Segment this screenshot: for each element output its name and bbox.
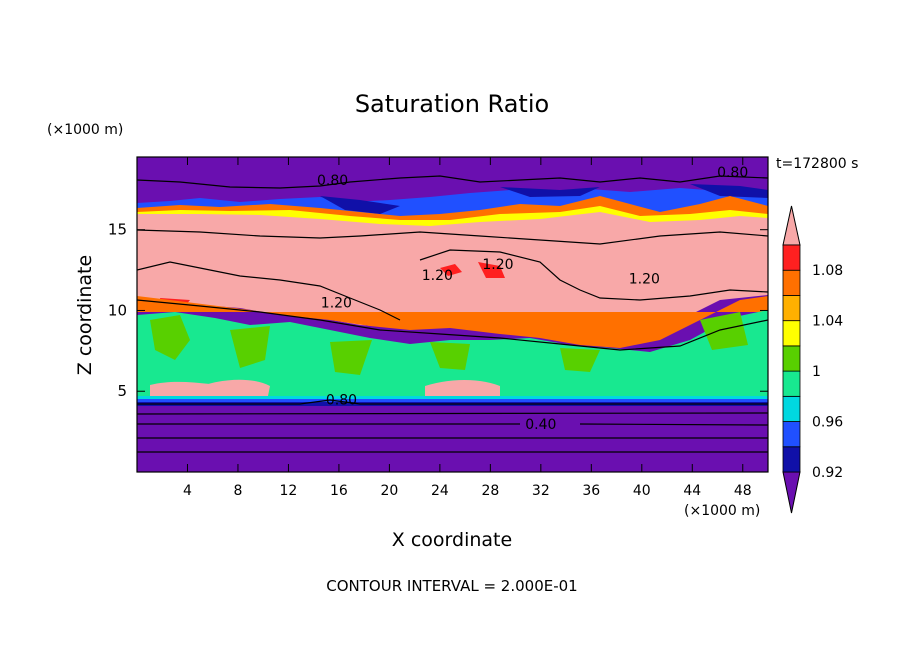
x-tick-label: 36 bbox=[582, 483, 600, 499]
colorbar-label: 0.92 bbox=[812, 465, 843, 481]
field-upper-navy-patches bbox=[320, 184, 768, 214]
field-lower-pink-lens bbox=[150, 379, 500, 396]
x-tick-label: 20 bbox=[380, 483, 398, 499]
y-tick-label: 10 bbox=[108, 301, 127, 319]
contour-040-lower bbox=[137, 423, 768, 426]
x-tick-label: 12 bbox=[280, 483, 298, 499]
contour-120-mid bbox=[419, 249, 768, 301]
colorbar-label: 1 bbox=[812, 364, 821, 380]
field-cloud-edge-orange bbox=[137, 296, 768, 348]
y-axis-label: Z coordinate bbox=[74, 255, 96, 375]
x-tick-label: 44 bbox=[683, 483, 701, 499]
contour-labels: 0.80 0.80 1.20 1.20 1.20 1.20 0.80 0.40 bbox=[317, 165, 748, 433]
colorbar-bottom-arrow bbox=[782, 471, 801, 514]
contour-label: 0.80 bbox=[326, 393, 357, 409]
colorbar-band bbox=[782, 269, 801, 296]
field-lime-patches bbox=[150, 312, 748, 375]
y-tick-label: 5 bbox=[117, 382, 127, 400]
x-tick-label: 24 bbox=[431, 483, 449, 499]
colorbar-label: 1.08 bbox=[812, 263, 843, 279]
x-axis-label: X coordinate bbox=[392, 529, 512, 551]
contour-label: 0.80 bbox=[717, 165, 748, 181]
field-lower-blue-strip bbox=[137, 399, 768, 402]
contour-label: 0.40 bbox=[525, 417, 556, 433]
colorbar-band bbox=[782, 446, 801, 473]
contour-080-lower bbox=[137, 399, 768, 405]
chart-title: Saturation Ratio bbox=[355, 90, 549, 118]
y-axis-ticks: 5 10 15 bbox=[108, 221, 768, 400]
contour-120-left bbox=[137, 261, 401, 321]
contour-cloudbase bbox=[137, 299, 768, 351]
x-tick-label: 16 bbox=[330, 483, 348, 499]
colorbar-band bbox=[782, 345, 801, 372]
colorbar-label: 1.04 bbox=[812, 314, 843, 330]
x-tick-label: 32 bbox=[532, 483, 550, 499]
contour-120-upper bbox=[137, 229, 768, 245]
x-tick-label: 4 bbox=[183, 483, 192, 499]
field-supersaturated-core bbox=[137, 212, 768, 340]
contour-label: 1.20 bbox=[482, 257, 513, 273]
colorbar-band bbox=[782, 295, 801, 322]
colorbar-band bbox=[782, 421, 801, 448]
plot-frame bbox=[136, 156, 769, 473]
colorbar-label: 0.96 bbox=[812, 415, 843, 431]
contour-lines bbox=[137, 175, 768, 453]
colorbar-band bbox=[782, 370, 801, 397]
contour-lower-1 bbox=[137, 412, 768, 415]
colorbar-band bbox=[782, 320, 801, 347]
x-unit-label: (×1000 m) bbox=[684, 503, 760, 519]
x-tick-label: 40 bbox=[633, 483, 651, 499]
x-tick-label: 48 bbox=[734, 483, 752, 499]
contour-080-upper bbox=[137, 175, 768, 189]
x-tick-label: 28 bbox=[481, 483, 499, 499]
x-tick-label: 8 bbox=[233, 483, 242, 499]
plot-area: 0.80 0.80 1.20 1.20 1.20 1.20 0.80 0.40 bbox=[137, 157, 768, 472]
y-unit-label: (×1000 m) bbox=[47, 122, 123, 138]
contour-label: 1.20 bbox=[321, 296, 352, 312]
contour-interval-footer: CONTOUR INTERVAL = 2.000E-01 bbox=[326, 577, 577, 595]
colorbar-top-arrow bbox=[782, 205, 801, 246]
contour-label: 1.20 bbox=[629, 271, 660, 287]
contour-label: 1.20 bbox=[422, 268, 453, 284]
contour-label: 0.80 bbox=[317, 173, 348, 189]
colorbar-band bbox=[782, 395, 801, 422]
colorbar: 0.92 0.96 1 1.04 1.08 bbox=[782, 205, 843, 514]
y-tick-label: 15 bbox=[108, 221, 127, 239]
colorbar-band bbox=[782, 244, 801, 271]
time-label: t=172800 s bbox=[776, 156, 858, 172]
x-axis-ticks: 4 8 12 16 20 24 28 32 36 40 44 48 bbox=[183, 157, 752, 499]
